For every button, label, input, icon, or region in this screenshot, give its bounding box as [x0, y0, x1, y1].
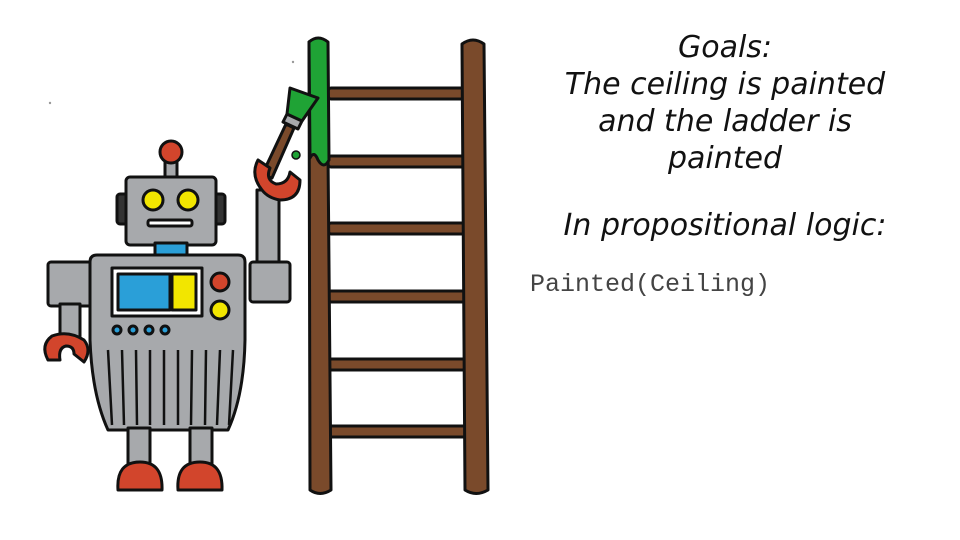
robot-foot-left: [116, 460, 164, 492]
robot-screen-blue: [116, 272, 172, 312]
goals-block: Goals: The ceiling is painted and the la…: [520, 30, 930, 244]
robot-button: [111, 324, 123, 336]
robot-screen-yellow: [170, 272, 198, 312]
robot: [43, 139, 302, 492]
green-paint: [307, 36, 331, 167]
robot-claw-right: [253, 158, 302, 202]
robot-body-ribs: [106, 349, 235, 426]
robot-dial-top: [209, 271, 231, 293]
goal-line-2: and the ladder is: [598, 103, 852, 139]
robot-button: [143, 324, 155, 336]
ladder-rung: [326, 289, 470, 304]
robot-shoulder-right: [248, 260, 292, 304]
goal-line-3: painted: [667, 140, 783, 176]
robot-foot-right: [176, 460, 224, 492]
robot-eye-left: [141, 188, 165, 212]
logic-heading: In propositional logic:: [563, 207, 887, 243]
robot-leg-right: [188, 426, 214, 468]
ladder-rung: [326, 221, 470, 236]
robot-button: [159, 324, 171, 336]
robot-head: [124, 175, 218, 247]
paint-brush: [260, 86, 320, 180]
speck: [291, 60, 295, 64]
robot-dial-bottom: [209, 299, 231, 321]
robot-eye-right: [176, 188, 200, 212]
robot-antenna-ball: [158, 139, 184, 165]
ladder-rung: [326, 86, 470, 101]
spacer: [520, 178, 930, 208]
robot-leg-left: [126, 426, 152, 468]
robot-button: [127, 324, 139, 336]
speck: [48, 101, 52, 105]
robot-shoulder-left: [46, 260, 94, 308]
ladder-rail-right: [460, 38, 490, 495]
logic-formula: Painted(Ceiling): [530, 270, 771, 299]
goal-line-1: The ceiling is painted: [564, 66, 886, 102]
ladder-rung: [326, 424, 470, 439]
ladder: [307, 36, 490, 495]
paint-drip: [291, 150, 301, 160]
robot-arm-right-upper: [255, 188, 281, 272]
goals-heading: Goals:: [677, 30, 773, 65]
robot-claw-left: [43, 332, 90, 364]
robot-mouth: [146, 218, 194, 228]
ladder-rung: [326, 357, 470, 372]
ladder-rung: [326, 154, 470, 169]
